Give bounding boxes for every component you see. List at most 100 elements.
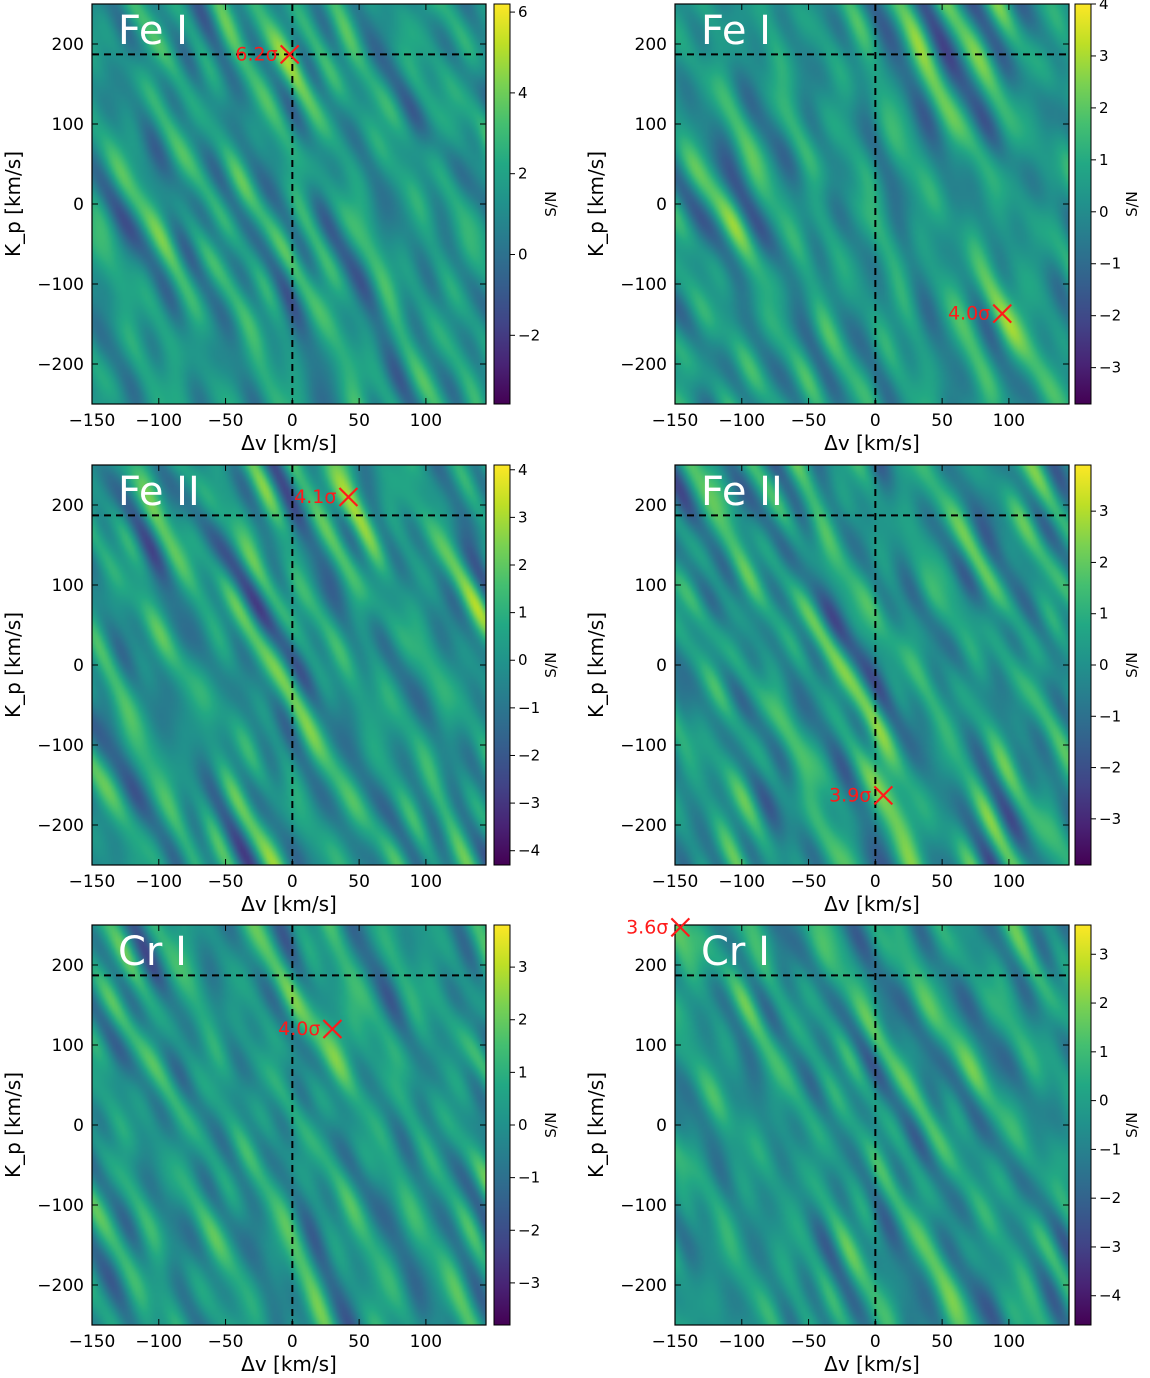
panel-2: Fe I 4.0σ −150 −100 −50 0 50 100 −200 −100 0 100 200… [584, 0, 1141, 455]
colorbar-tick-label: −3 [518, 1274, 540, 1292]
colorbar-tick-label: −2 [1099, 759, 1121, 777]
heatmap [92, 465, 486, 865]
y-tick-label: 200 [635, 496, 667, 516]
colorbar-tick-label: 0 [1099, 1092, 1109, 1110]
colorbar-label: S/N [1123, 1112, 1141, 1138]
panel-6: Cr I 3.6σ −150 −100 −50 0 50 100 −200 −100 0 100 200… [584, 916, 1141, 1376]
colorbar-tick-label: 2 [1099, 994, 1109, 1012]
species-label: Fe II [118, 469, 200, 515]
x-tick-label: −100 [135, 1332, 182, 1352]
colorbar-tick-label: 4 [1099, 0, 1109, 13]
colorbar-tick-label: 2 [518, 165, 528, 183]
x-tick-label: 0 [287, 872, 298, 892]
colorbar-tick-label: −1 [1099, 707, 1121, 725]
colorbar [1074, 924, 1092, 1326]
colorbar-tick-label: −1 [518, 699, 540, 717]
y-tick-label: 200 [635, 956, 667, 976]
x-tick-label: −100 [135, 872, 182, 892]
colorbar-tick-label: 4 [518, 461, 528, 479]
x-tick-label: −100 [718, 872, 765, 892]
y-tick-label: 100 [635, 115, 667, 135]
x-tick-label: −150 [69, 411, 116, 431]
x-tick-label: 0 [287, 1332, 298, 1352]
colorbar-tick-label: 6 [518, 3, 528, 21]
y-axis-label: K_p [km/s] [584, 151, 608, 257]
colorbar-tick-label: 3 [518, 958, 528, 976]
colorbar-tick-label: 2 [1099, 99, 1109, 117]
colorbar-tick-label: 0 [518, 1116, 528, 1134]
heatmap [675, 465, 1069, 865]
colorbar-tick-label: −3 [1099, 359, 1121, 377]
y-tick-label: −100 [620, 1196, 667, 1216]
x-tick-label: 100 [410, 872, 442, 892]
colorbar-tick-label: −2 [1099, 307, 1121, 325]
peak-marker [338, 487, 359, 507]
y-tick-label: −100 [620, 736, 667, 756]
x-tick-label: 50 [348, 872, 370, 892]
colorbar-tick-label: 2 [1099, 553, 1109, 571]
x-tick-label: 0 [287, 411, 298, 431]
colorbar-tick-label: 1 [1099, 605, 1109, 623]
colorbar-tick-label: 1 [518, 1063, 528, 1081]
y-tick-label: 200 [635, 35, 667, 55]
species-label: Cr I [701, 929, 770, 975]
x-tick-label: −50 [208, 872, 244, 892]
y-tick-label: 200 [52, 956, 84, 976]
colorbar-tick-label: 3 [1099, 945, 1109, 963]
colorbar-tick-label: 1 [518, 604, 528, 622]
x-axis-label: Δv [km/s] [241, 431, 337, 455]
peak-label: 3.6σ [626, 916, 668, 938]
x-axis-label: Δv [km/s] [241, 892, 337, 916]
x-tick-label: 0 [870, 411, 881, 431]
colorbar-tick-label: −2 [518, 746, 540, 764]
colorbar-label: S/N [1123, 652, 1141, 678]
y-tick-label: 0 [656, 656, 667, 676]
colorbar-label: S/N [542, 191, 560, 217]
species-label: Fe I [118, 8, 188, 54]
x-axis-label: Δv [km/s] [241, 1352, 337, 1376]
x-tick-label: −50 [791, 411, 827, 431]
y-tick-label: 100 [52, 576, 84, 596]
species-label: Cr I [118, 929, 187, 975]
colorbar-tick-label: −3 [518, 794, 540, 812]
y-axis-label: K_p [km/s] [584, 1072, 608, 1178]
colorbar-tick-label: −4 [518, 842, 540, 860]
y-tick-label: 0 [656, 1116, 667, 1136]
peak-marker [873, 785, 894, 806]
y-tick-label: 100 [52, 1036, 84, 1056]
x-tick-label: 0 [870, 872, 881, 892]
panel-5: Cr I 4.0σ −150 −100 −50 0 50 100 −200 −100 0 100 200… [1, 924, 560, 1376]
colorbar-tick-label: −4 [1099, 1287, 1121, 1305]
y-tick-label: 100 [52, 115, 84, 135]
peak-label: 4.1σ [294, 486, 336, 508]
heatmap [675, 925, 1069, 1325]
x-tick-label: −100 [718, 411, 765, 431]
x-tick-label: −150 [69, 1332, 116, 1352]
colorbar-tick-label: 4 [518, 84, 528, 102]
heatmap [92, 4, 486, 404]
x-tick-label: −100 [135, 411, 182, 431]
panel-1: Fe I 6.2σ −150 −100 −50 0 50 100 −200 −100 0 100 200… [1, 3, 560, 455]
peak-label: 4.0σ [948, 303, 990, 325]
y-tick-label: 0 [73, 656, 84, 676]
x-tick-label: −150 [652, 872, 699, 892]
x-tick-label: 100 [410, 411, 442, 431]
y-tick-label: 200 [52, 35, 84, 55]
colorbar-tick-label: 3 [518, 508, 528, 526]
x-tick-label: −150 [652, 411, 699, 431]
y-axis-label: K_p [km/s] [1, 1072, 25, 1178]
colorbar [493, 924, 511, 1326]
colorbar-tick-label: −1 [1099, 255, 1121, 273]
y-tick-label: −200 [620, 1276, 667, 1296]
colorbar-tick-label: −2 [518, 1221, 540, 1239]
heatmap [92, 925, 486, 1325]
x-tick-label: 100 [993, 872, 1025, 892]
y-tick-label: 100 [635, 1036, 667, 1056]
y-tick-label: −200 [37, 816, 84, 836]
y-tick-label: 0 [73, 1116, 84, 1136]
heatmap [675, 4, 1069, 404]
colorbar [493, 3, 511, 405]
peak-label: 3.9σ [829, 784, 871, 806]
colorbar-tick-label: −2 [518, 326, 540, 344]
